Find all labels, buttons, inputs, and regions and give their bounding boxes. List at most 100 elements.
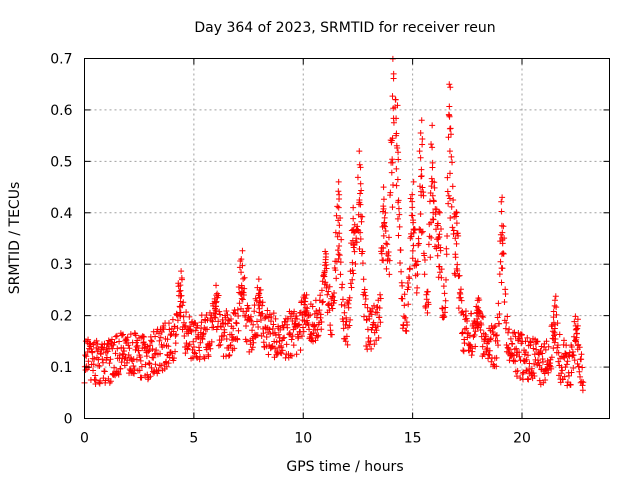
data-point	[152, 361, 159, 368]
data-point	[207, 345, 214, 352]
data-point	[123, 337, 130, 344]
data-point	[172, 348, 179, 355]
data-point	[425, 301, 432, 308]
data-point	[578, 378, 585, 385]
data-point	[164, 336, 171, 343]
data-point	[243, 338, 250, 345]
data-point	[479, 343, 486, 350]
data-point	[239, 296, 246, 303]
data-point	[296, 321, 303, 328]
data-point	[195, 334, 202, 341]
data-point	[90, 361, 97, 368]
data-point	[141, 333, 148, 340]
data-point	[449, 183, 456, 190]
data-point	[512, 333, 519, 340]
data-point	[174, 325, 181, 332]
data-point	[409, 247, 416, 254]
data-point	[497, 258, 504, 265]
data-point	[510, 357, 517, 364]
data-point	[238, 282, 245, 289]
data-point	[428, 183, 435, 190]
data-point	[531, 360, 538, 367]
data-point	[118, 332, 125, 339]
data-point	[184, 345, 191, 352]
data-point	[192, 327, 199, 334]
data-point	[301, 292, 308, 299]
data-point	[436, 231, 443, 238]
data-point	[339, 296, 346, 303]
data-point	[137, 354, 144, 361]
data-point	[331, 297, 338, 304]
data-point	[325, 288, 332, 295]
data-point	[366, 315, 373, 322]
data-point	[97, 377, 104, 384]
data-point	[389, 159, 396, 166]
data-point	[167, 332, 174, 339]
data-point	[449, 159, 456, 166]
data-point	[524, 375, 531, 382]
data-point	[323, 284, 330, 291]
data-point	[344, 341, 351, 348]
data-point	[300, 328, 307, 335]
data-point	[477, 327, 484, 334]
data-point	[498, 279, 505, 286]
data-point	[471, 332, 478, 339]
data-point	[172, 340, 179, 347]
data-point	[502, 290, 509, 297]
data-point	[255, 323, 262, 330]
data-point	[563, 361, 570, 368]
data-point	[342, 338, 349, 345]
data-point	[381, 220, 388, 227]
data-point	[114, 345, 121, 352]
data-point	[268, 314, 275, 321]
data-point	[409, 255, 416, 262]
data-point	[288, 352, 295, 359]
data-point	[250, 339, 257, 346]
data-point	[130, 363, 137, 370]
data-point	[270, 321, 277, 328]
data-point	[430, 197, 437, 204]
data-point	[498, 222, 505, 229]
data-point	[326, 307, 333, 314]
data-point	[435, 242, 442, 249]
data-point	[409, 191, 416, 198]
data-point	[492, 323, 499, 330]
data-point	[178, 268, 185, 275]
x-tick-label: 15	[404, 431, 422, 447]
data-point	[444, 174, 451, 181]
data-point	[304, 305, 311, 312]
data-point	[431, 184, 438, 191]
data-point	[447, 131, 454, 138]
data-point	[356, 148, 363, 155]
data-point	[402, 314, 409, 321]
data-point	[572, 326, 579, 333]
data-point	[491, 324, 498, 331]
data-point	[435, 208, 442, 215]
data-point	[249, 344, 256, 351]
data-point	[335, 217, 342, 224]
data-point	[534, 338, 541, 345]
data-point	[320, 298, 327, 305]
data-point	[145, 348, 152, 355]
data-point	[356, 161, 363, 168]
data-point	[543, 338, 550, 345]
data-point	[349, 276, 356, 283]
data-point	[322, 256, 329, 263]
data-point	[318, 318, 325, 325]
data-point	[545, 343, 552, 350]
data-point	[442, 304, 449, 311]
data-point	[181, 324, 188, 331]
data-point	[329, 293, 336, 300]
data-point	[290, 342, 297, 349]
data-point	[358, 187, 365, 194]
data-point	[180, 313, 187, 320]
data-point	[421, 256, 428, 263]
data-point	[418, 172, 425, 179]
data-point	[177, 303, 184, 310]
data-point	[149, 346, 156, 353]
data-point	[121, 348, 128, 355]
data-point	[329, 305, 336, 312]
data-point	[494, 314, 501, 321]
data-point	[215, 318, 222, 325]
data-point	[435, 263, 442, 270]
